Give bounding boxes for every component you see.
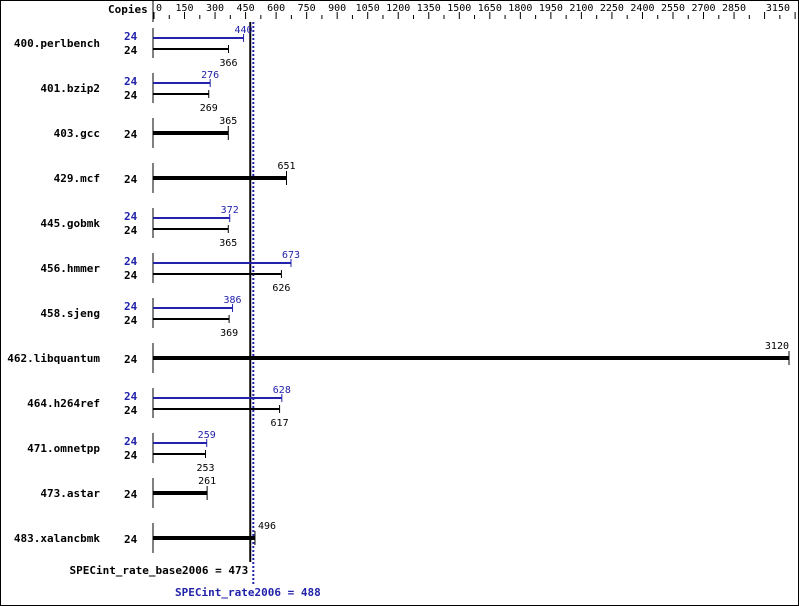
base-value: 496 [258, 521, 276, 532]
base-value: 651 [277, 161, 295, 172]
base-value: 369 [220, 328, 238, 339]
x-tick-label: 1200 [386, 3, 410, 14]
base-copies: 24 [124, 533, 138, 546]
base-value: 365 [219, 238, 237, 249]
benchmark-label: 464.h264ref [27, 397, 100, 410]
benchmark-label: 458.sjeng [40, 307, 100, 320]
base-value: 366 [219, 58, 237, 69]
peak-copies: 24 [124, 300, 138, 313]
peak-value: 276 [201, 70, 219, 81]
benchmark-label: 429.mcf [54, 172, 100, 185]
benchmark-label: 471.omnetpp [27, 442, 100, 455]
x-tick-label: 1800 [508, 3, 532, 14]
peak-copies: 24 [124, 75, 138, 88]
base-copies: 24 [124, 224, 138, 237]
x-tick-label: 2550 [661, 3, 685, 14]
x-tick-label: 300 [206, 3, 224, 14]
peak-value: 673 [282, 250, 300, 261]
benchmark-label: 456.hmmer [40, 262, 100, 275]
peak-summary-label: SPECint_rate2006 = 488 [175, 586, 321, 599]
base-copies: 24 [124, 128, 138, 141]
peak-copies: 24 [124, 255, 138, 268]
base-value: 269 [200, 103, 218, 114]
base-copies: 24 [124, 404, 138, 417]
base-copies: 24 [124, 173, 138, 186]
peak-copies: 24 [124, 390, 138, 403]
base-copies: 24 [124, 314, 138, 327]
x-tick-label: 2250 [600, 3, 624, 14]
base-summary-label: SPECint_rate_base2006 = 473 [69, 564, 248, 577]
x-tick-label: 600 [267, 3, 285, 14]
x-tick-label: 2700 [691, 3, 715, 14]
base-copies: 24 [124, 44, 138, 57]
x-tick-label: 2100 [569, 3, 593, 14]
base-copies: 24 [124, 449, 138, 462]
benchmark-label: 403.gcc [54, 127, 100, 140]
benchmark-label: 401.bzip2 [40, 82, 100, 95]
peak-copies: 24 [124, 30, 138, 43]
base-copies: 24 [124, 89, 138, 102]
base-value: 253 [196, 463, 214, 474]
peak-copies: 24 [124, 210, 138, 223]
base-value: 617 [271, 418, 289, 429]
x-tick-label: 1500 [447, 3, 471, 14]
base-value: 626 [272, 283, 290, 294]
x-tick-label: 2400 [630, 3, 654, 14]
x-tick-label: 1350 [417, 3, 441, 14]
benchmark-label: 483.xalancbmk [14, 532, 100, 545]
x-tick-label: 1050 [356, 3, 380, 14]
x-tick-label: 3150 [766, 3, 790, 14]
benchmark-label: 400.perlbench [14, 37, 100, 50]
x-tick-label: 750 [298, 3, 316, 14]
copies-header: Copies [108, 3, 148, 16]
base-copies: 24 [124, 269, 138, 282]
base-copies: 24 [124, 488, 138, 501]
x-tick-label: 1650 [478, 3, 502, 14]
peak-value: 440 [235, 25, 253, 36]
x-tick-label: 450 [237, 3, 255, 14]
x-tick-label: 1950 [539, 3, 563, 14]
peak-value: 372 [221, 205, 239, 216]
peak-value: 259 [198, 430, 216, 441]
base-value: 261 [198, 476, 216, 487]
peak-value: 386 [224, 295, 242, 306]
x-tick-label: 2850 [722, 3, 746, 14]
base-value: 365 [219, 116, 237, 127]
benchmark-label: 473.astar [40, 487, 100, 500]
x-tick-label: 900 [328, 3, 346, 14]
base-value: 3120 [765, 341, 789, 352]
base-copies: 24 [124, 353, 138, 366]
benchmark-label: 462.libquantum [7, 352, 100, 365]
peak-value: 628 [273, 385, 291, 396]
x-tick-label: 150 [175, 3, 193, 14]
x-tick-label: 0 [156, 3, 162, 14]
benchmark-label: 445.gobmk [40, 217, 100, 230]
peak-copies: 24 [124, 435, 138, 448]
